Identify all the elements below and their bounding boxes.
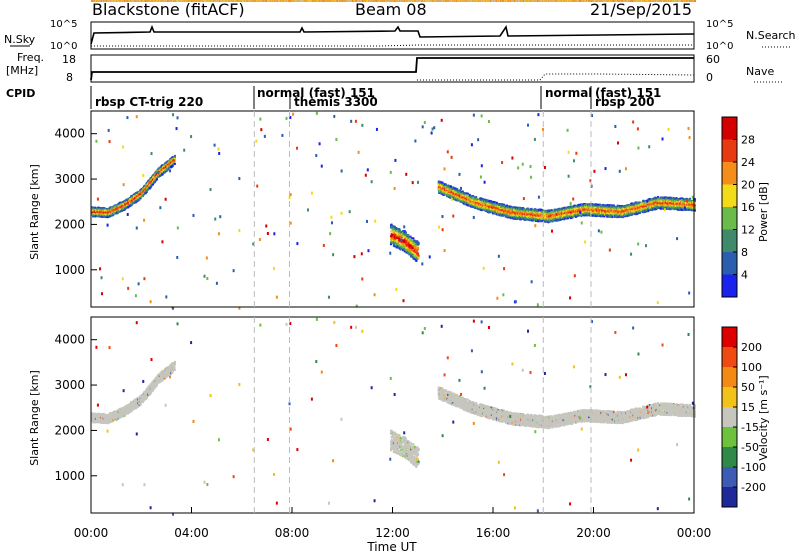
colorbar-swatch (722, 162, 737, 185)
nave-tick-bottom: 0 (706, 71, 713, 84)
cpid-seg-2: themis 3300 (294, 95, 378, 109)
y-tick-label: 4000 (54, 333, 85, 347)
y-tick-label: 3000 (54, 378, 85, 392)
freq-label: Freq. (17, 51, 44, 64)
time-axis: 00:00 04:00 08:00 12:00 16:00 20:00 00:00 (74, 507, 712, 540)
y-tick-label: 3000 (54, 172, 85, 186)
y-tick-label: 1000 (54, 263, 85, 277)
colorbar-swatch (722, 387, 737, 407)
colorbar-swatch (722, 347, 737, 367)
nsky-tick-bottom: 10^0 (50, 41, 77, 52)
colorbar-swatch (722, 229, 737, 252)
colorbar-swatch (722, 117, 737, 140)
colorbar-tick-label: -200 (741, 481, 766, 494)
nsearch-line (91, 44, 694, 47)
nave-tick-top: 60 (706, 53, 720, 66)
velocity-colorbar-label: Velocity [m s⁻¹] (757, 375, 770, 460)
time-axis-label: Time UT (366, 540, 417, 554)
colorbar-tick-label: -15 (741, 421, 759, 434)
cpid-seg-4: (fast) 151 (595, 86, 661, 100)
power-colorbar-label: Power [dB] (757, 182, 770, 242)
colorbar-tick-label: 28 (741, 134, 755, 147)
power-y-axis: 1000 2000 3000 4000 (54, 127, 97, 277)
colorbar-tick-label: 200 (741, 341, 762, 354)
cpid-panel: CPID rbsp CT-trig 220 normal (fast) 151 … (6, 86, 661, 109)
power-colorbar: 4 8 12 16 20 24 28 (721, 116, 755, 298)
y-tick-label: 2000 (54, 423, 85, 437)
colorbar-tick-label: 4 (741, 269, 748, 282)
freq-tick-top: 18 (62, 53, 76, 66)
nsearch-tick-bottom: 10^0 (706, 41, 733, 52)
y-tick-label: 4000 (54, 127, 85, 141)
date-title: 21/Sep/2015 (590, 0, 692, 19)
cpid-seg-3: normal (545, 86, 592, 100)
colorbar-swatch (722, 184, 737, 207)
power-ylabel: Slant Range [km] (28, 164, 41, 260)
nsky-label: N.Sky (4, 33, 36, 46)
colorbar-tick-label: 100 (741, 361, 762, 374)
velocity-echoes (91, 0, 696, 516)
nave-label: Nave (746, 65, 774, 78)
colorbar-tick-label: 20 (741, 179, 755, 192)
colorbar-swatch (722, 407, 737, 427)
colorbar-tick-label: -50 (741, 441, 759, 454)
beam-title: Beam 08 (355, 0, 427, 19)
colorbar-swatch (722, 327, 737, 347)
colorbar-swatch (722, 274, 737, 297)
freq-tick-bottom: 8 (66, 71, 73, 84)
freq-unit: [MHz] (6, 64, 38, 77)
freq-panel: Freq. [MHz] 18 8 60 0 Nave (6, 51, 782, 84)
velocity-panel: 1000 2000 3000 4000 Slant Range [km] (28, 0, 696, 516)
station-title: Blackstone (fitACF) (92, 0, 245, 19)
x-tick-label: 00:00 (74, 526, 109, 540)
nsearch-label: N.Search (746, 29, 796, 42)
colorbar-tick-label: 16 (741, 201, 755, 214)
cpid-seg-5: rbsp 200 (595, 95, 654, 109)
velocity-y-axis: 1000 2000 3000 4000 (54, 333, 97, 483)
colorbar-swatch (722, 427, 737, 447)
colorbar-swatch (722, 467, 737, 487)
x-tick-label: 20:00 (576, 526, 611, 540)
velocity-ylabel: Slant Range [km] (28, 370, 41, 466)
cpid-label: CPID (6, 87, 35, 100)
colorbar-swatch (722, 252, 737, 275)
freq-line (90, 57, 694, 81)
colorbar-tick-label: -100 (741, 461, 766, 474)
nsearch-tick-top: 10^5 (706, 19, 733, 30)
colorbar-tick-label: 24 (741, 156, 755, 169)
x-tick-label: 00:00 (677, 526, 712, 540)
cpid-seg-1: normal (fast) 151 (257, 86, 375, 100)
y-tick-label: 2000 (54, 217, 85, 231)
nsky-panel: N.Sky 10^5 10^0 10^5 10^0 N.Search (4, 19, 796, 52)
colorbar-tick-label: 8 (741, 246, 748, 259)
x-tick-label: 12:00 (375, 526, 410, 540)
colorbar-swatch (722, 367, 737, 387)
colorbar-tick-label: 50 (741, 381, 755, 394)
cpid-seg-0: rbsp CT-trig 220 (95, 95, 203, 109)
colorbar-swatch (722, 139, 737, 162)
colorbar-tick-label: 15 (741, 401, 755, 414)
colorbar-swatch (722, 207, 737, 230)
velocity-colorbar: 200 100 50 15 -15 -50 -100 -200 (721, 326, 766, 508)
nsky-tick-top: 10^5 (50, 19, 77, 30)
x-tick-label: 04:00 (174, 526, 209, 540)
colorbar-swatch (722, 487, 737, 507)
x-tick-label: 16:00 (476, 526, 511, 540)
colorbar-swatch (722, 447, 737, 467)
nsky-line (90, 24, 695, 45)
x-tick-label: 08:00 (275, 526, 310, 540)
y-tick-label: 1000 (54, 469, 85, 483)
nave-line (417, 73, 695, 81)
colorbar-tick-label: 12 (741, 224, 755, 237)
